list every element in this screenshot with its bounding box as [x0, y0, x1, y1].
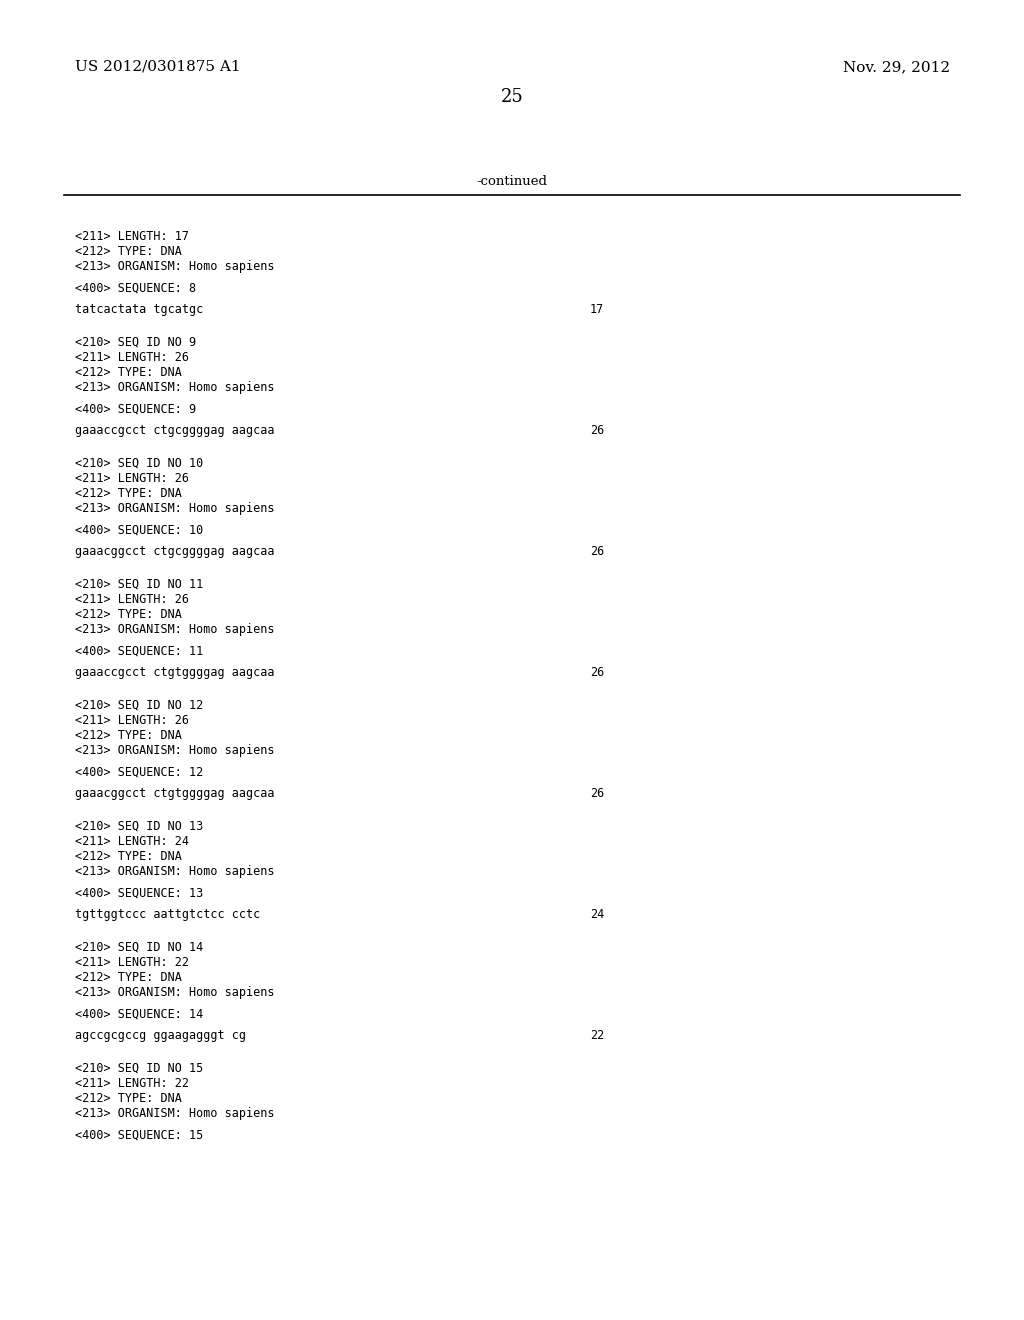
- Text: <213> ORGANISM: Homo sapiens: <213> ORGANISM: Homo sapiens: [75, 986, 274, 999]
- Text: <400> SEQUENCE: 13: <400> SEQUENCE: 13: [75, 887, 203, 900]
- Text: <211> LENGTH: 26: <211> LENGTH: 26: [75, 593, 189, 606]
- Text: <213> ORGANISM: Homo sapiens: <213> ORGANISM: Homo sapiens: [75, 260, 274, 273]
- Text: <400> SEQUENCE: 12: <400> SEQUENCE: 12: [75, 766, 203, 779]
- Text: <400> SEQUENCE: 10: <400> SEQUENCE: 10: [75, 524, 203, 537]
- Text: <213> ORGANISM: Homo sapiens: <213> ORGANISM: Homo sapiens: [75, 381, 274, 393]
- Text: <212> TYPE: DNA: <212> TYPE: DNA: [75, 1092, 182, 1105]
- Text: -continued: -continued: [476, 176, 548, 187]
- Text: <210> SEQ ID NO 9: <210> SEQ ID NO 9: [75, 337, 197, 348]
- Text: <213> ORGANISM: Homo sapiens: <213> ORGANISM: Homo sapiens: [75, 502, 274, 515]
- Text: <213> ORGANISM: Homo sapiens: <213> ORGANISM: Homo sapiens: [75, 744, 274, 756]
- Text: <212> TYPE: DNA: <212> TYPE: DNA: [75, 246, 182, 257]
- Text: gaaacggcct ctgtggggag aagcaa: gaaacggcct ctgtggggag aagcaa: [75, 787, 274, 800]
- Text: <213> ORGANISM: Homo sapiens: <213> ORGANISM: Homo sapiens: [75, 865, 274, 878]
- Text: 26: 26: [590, 424, 604, 437]
- Text: <213> ORGANISM: Homo sapiens: <213> ORGANISM: Homo sapiens: [75, 1107, 274, 1119]
- Text: <210> SEQ ID NO 14: <210> SEQ ID NO 14: [75, 941, 203, 954]
- Text: 25: 25: [501, 88, 523, 106]
- Text: tgttggtccc aattgtctcc cctc: tgttggtccc aattgtctcc cctc: [75, 908, 260, 921]
- Text: tatcactata tgcatgc: tatcactata tgcatgc: [75, 304, 203, 315]
- Text: 22: 22: [590, 1030, 604, 1041]
- Text: <210> SEQ ID NO 12: <210> SEQ ID NO 12: [75, 700, 203, 711]
- Text: <211> LENGTH: 17: <211> LENGTH: 17: [75, 230, 189, 243]
- Text: 17: 17: [590, 304, 604, 315]
- Text: <211> LENGTH: 26: <211> LENGTH: 26: [75, 714, 189, 727]
- Text: <210> SEQ ID NO 11: <210> SEQ ID NO 11: [75, 578, 203, 591]
- Text: gaaacggcct ctgcggggag aagcaa: gaaacggcct ctgcggggag aagcaa: [75, 545, 274, 558]
- Text: <211> LENGTH: 26: <211> LENGTH: 26: [75, 351, 189, 364]
- Text: agccgcgccg ggaagagggt cg: agccgcgccg ggaagagggt cg: [75, 1030, 246, 1041]
- Text: <212> TYPE: DNA: <212> TYPE: DNA: [75, 729, 182, 742]
- Text: <400> SEQUENCE: 15: <400> SEQUENCE: 15: [75, 1129, 203, 1142]
- Text: Nov. 29, 2012: Nov. 29, 2012: [843, 59, 950, 74]
- Text: <211> LENGTH: 26: <211> LENGTH: 26: [75, 473, 189, 484]
- Text: gaaaccgcct ctgcggggag aagcaa: gaaaccgcct ctgcggggag aagcaa: [75, 424, 274, 437]
- Text: <400> SEQUENCE: 14: <400> SEQUENCE: 14: [75, 1008, 203, 1020]
- Text: <211> LENGTH: 22: <211> LENGTH: 22: [75, 956, 189, 969]
- Text: <400> SEQUENCE: 9: <400> SEQUENCE: 9: [75, 403, 197, 416]
- Text: US 2012/0301875 A1: US 2012/0301875 A1: [75, 59, 241, 74]
- Text: 26: 26: [590, 667, 604, 678]
- Text: <213> ORGANISM: Homo sapiens: <213> ORGANISM: Homo sapiens: [75, 623, 274, 636]
- Text: <211> LENGTH: 24: <211> LENGTH: 24: [75, 836, 189, 847]
- Text: <400> SEQUENCE: 11: <400> SEQUENCE: 11: [75, 645, 203, 657]
- Text: <212> TYPE: DNA: <212> TYPE: DNA: [75, 366, 182, 379]
- Text: gaaaccgcct ctgtggggag aagcaa: gaaaccgcct ctgtggggag aagcaa: [75, 667, 274, 678]
- Text: 26: 26: [590, 787, 604, 800]
- Text: <211> LENGTH: 22: <211> LENGTH: 22: [75, 1077, 189, 1090]
- Text: <212> TYPE: DNA: <212> TYPE: DNA: [75, 487, 182, 500]
- Text: <210> SEQ ID NO 13: <210> SEQ ID NO 13: [75, 820, 203, 833]
- Text: <400> SEQUENCE: 8: <400> SEQUENCE: 8: [75, 282, 197, 294]
- Text: <212> TYPE: DNA: <212> TYPE: DNA: [75, 972, 182, 983]
- Text: 24: 24: [590, 908, 604, 921]
- Text: <210> SEQ ID NO 10: <210> SEQ ID NO 10: [75, 457, 203, 470]
- Text: <210> SEQ ID NO 15: <210> SEQ ID NO 15: [75, 1063, 203, 1074]
- Text: 26: 26: [590, 545, 604, 558]
- Text: <212> TYPE: DNA: <212> TYPE: DNA: [75, 609, 182, 620]
- Text: <212> TYPE: DNA: <212> TYPE: DNA: [75, 850, 182, 863]
